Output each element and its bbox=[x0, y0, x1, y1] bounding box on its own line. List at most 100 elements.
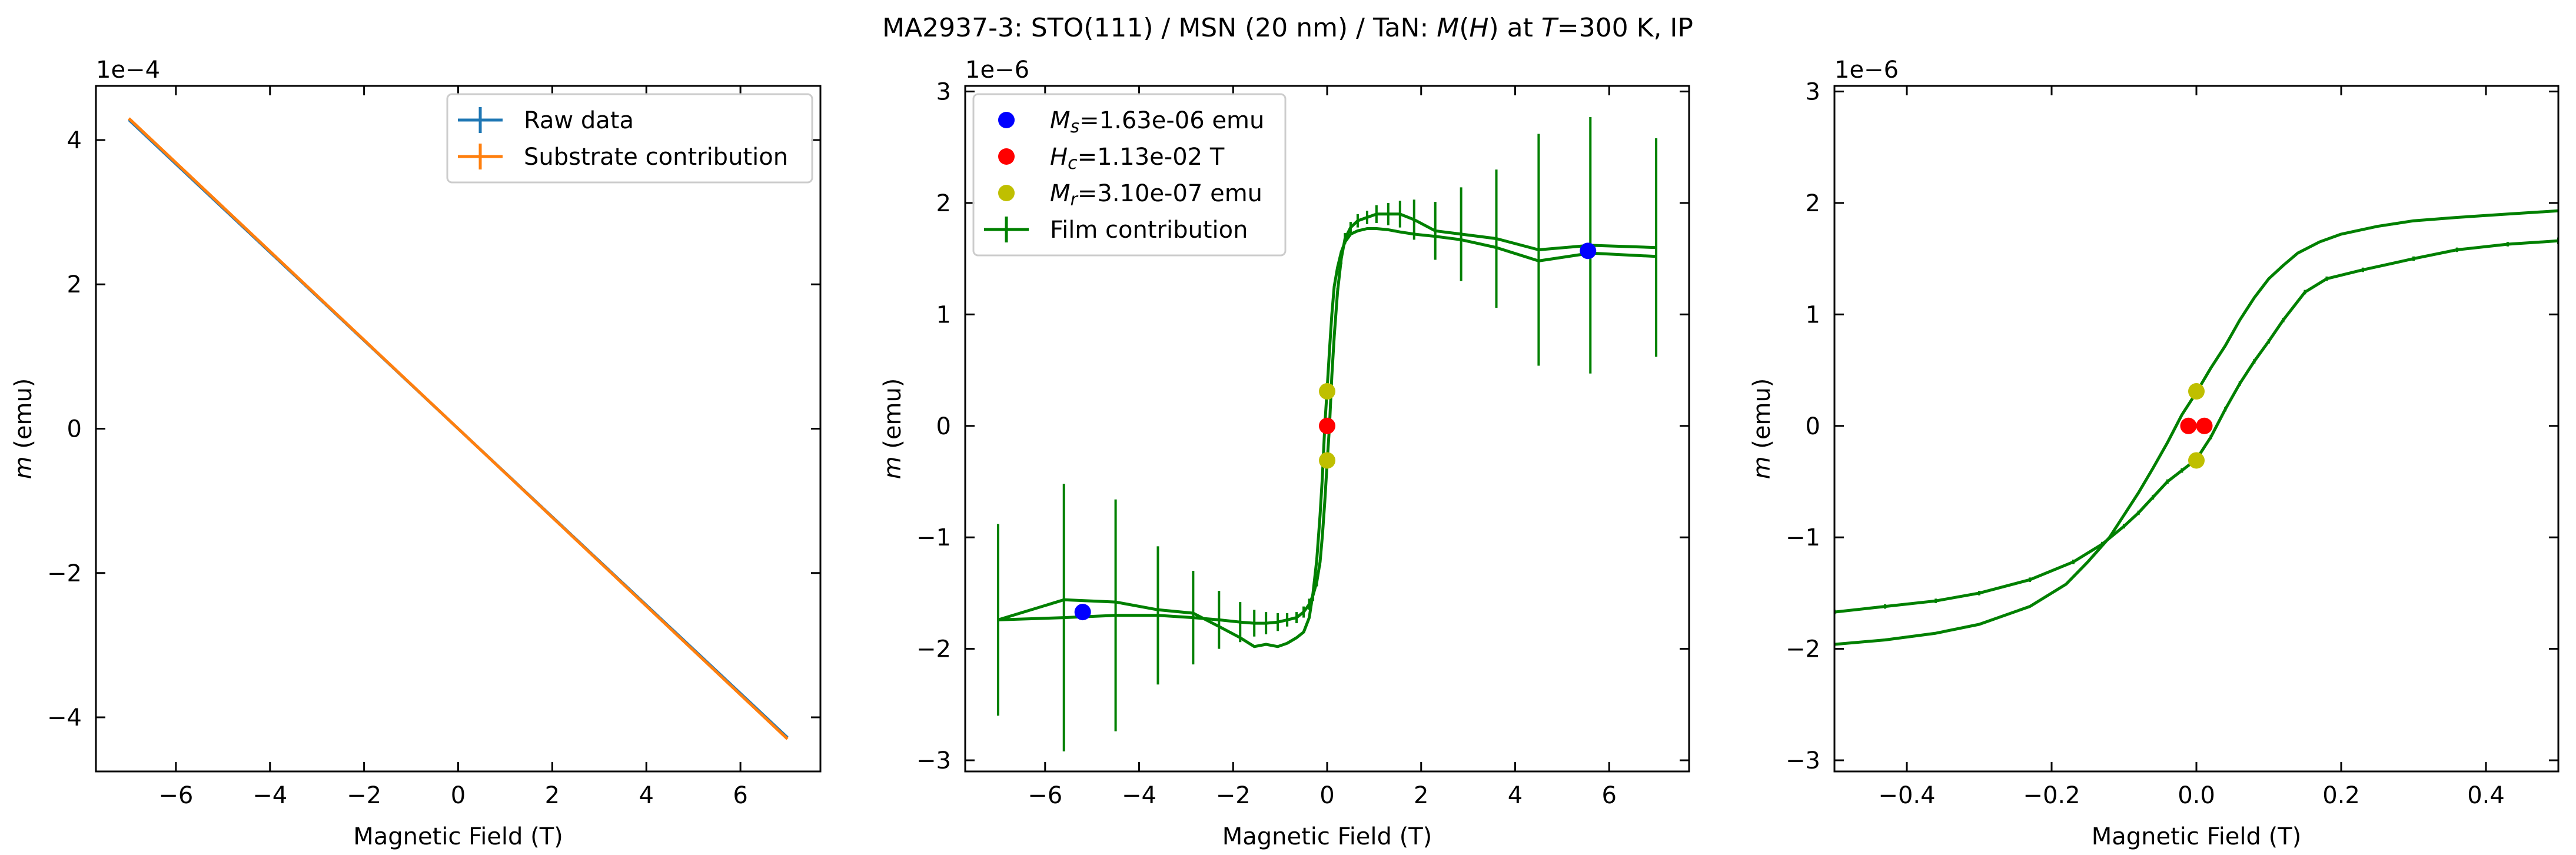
series-line-1 bbox=[1834, 239, 2558, 614]
y-tick-label: 0 bbox=[1806, 413, 1820, 440]
offset-label: 1e−6 bbox=[965, 56, 1029, 84]
x-axis-label: Magnetic Field (T) bbox=[353, 823, 563, 850]
legend-value: =1.13e-02 T bbox=[1078, 144, 1225, 171]
marker-mr bbox=[1319, 452, 1335, 469]
legend-entry-1: Ms=1.63e-06 emu bbox=[998, 107, 1264, 137]
marker-hc bbox=[2180, 417, 2197, 434]
legend: Ms=1.63e-06 emu Hc=1.13e-02 T Mr=3.10e-07 … bbox=[972, 93, 1287, 257]
x-tick-label: 2 bbox=[545, 782, 560, 809]
plot-area bbox=[1834, 209, 2558, 646]
legend-symbol: M bbox=[1050, 180, 1071, 207]
y-tick-label: −3 bbox=[1786, 747, 1820, 774]
legend-frame bbox=[446, 93, 813, 184]
legend-subscript: s bbox=[1071, 117, 1080, 137]
marker-mr bbox=[1319, 383, 1335, 400]
legend-entry-2: Hc=1.13e-02 T bbox=[998, 144, 1225, 174]
y-tick-label: −2 bbox=[47, 560, 82, 587]
panel-3: −0.4 −0.2 0.0 0.2 0.4 −3 −2 −1 0 1 2 3 Magnetic Fiel… bbox=[1749, 56, 2560, 850]
y-axis-label: m (emu) bbox=[1749, 378, 1776, 480]
legend-label: Film contribution bbox=[1050, 217, 1248, 244]
offset-label: 1e−4 bbox=[96, 56, 160, 84]
y-tick-label: 4 bbox=[67, 127, 82, 154]
legend-marker bbox=[998, 148, 1015, 165]
plot-area bbox=[996, 117, 1658, 751]
legend-symbol: H bbox=[1050, 144, 1068, 171]
y-axis-label-symbol: m bbox=[879, 456, 906, 479]
y-tick-label: −3 bbox=[916, 747, 951, 774]
y-tick-label: −1 bbox=[1786, 524, 1820, 551]
x-axis-label: Magnetic Field (T) bbox=[2092, 823, 2302, 850]
panels: −6 −4 −2 0 2 4 6 −4 −2 0 2 4 Magnetic Field (T) m (em… bbox=[10, 56, 2560, 850]
y-axis-label-unit: (emu) bbox=[1749, 378, 1776, 457]
panel-2: −6 −4 −2 0 2 4 6 −3 −2 −1 0 1 2 3 Magnetic Field (T) m … bbox=[879, 56, 1690, 850]
title-part-6: =300 K, IP bbox=[1557, 13, 1693, 43]
plot-area bbox=[128, 117, 789, 740]
legend-label: Ms=1.63e-06 emu bbox=[1050, 107, 1264, 137]
y-axis-label-unit: (emu) bbox=[10, 378, 37, 457]
title-part-4: ) at bbox=[1489, 13, 1541, 43]
x-tick-label: −6 bbox=[158, 782, 193, 809]
legend-value: =1.63e-06 emu bbox=[1079, 107, 1264, 134]
y-axis-label-unit: (emu) bbox=[879, 378, 906, 457]
legend: Raw data Substrate contribution bbox=[446, 93, 813, 184]
legend-marker bbox=[998, 185, 1015, 201]
legend-marker bbox=[998, 112, 1015, 128]
title-part-3: H bbox=[1469, 13, 1488, 43]
marker-hc bbox=[1319, 417, 1335, 434]
x-tick-label: −4 bbox=[1122, 782, 1156, 809]
x-tick-label: 0 bbox=[1319, 782, 1334, 809]
legend-label: Mr=3.10e-07 emu bbox=[1050, 180, 1262, 210]
y-tick-label: 3 bbox=[1806, 78, 1820, 105]
legend-entry-1: Raw data bbox=[458, 107, 634, 134]
x-tick-label: −0.4 bbox=[1878, 782, 1935, 809]
x-tick-label: 4 bbox=[1508, 782, 1523, 809]
marker-mr bbox=[2188, 452, 2205, 469]
y-axis-label-symbol: m bbox=[10, 456, 37, 479]
y-tick-label: −4 bbox=[47, 704, 82, 731]
y-tick-label: 2 bbox=[1806, 190, 1820, 217]
legend-subscript: c bbox=[1068, 153, 1078, 174]
marker-ms bbox=[1074, 604, 1091, 621]
x-axis-label: Magnetic Field (T) bbox=[1222, 823, 1432, 850]
y-tick-label: −2 bbox=[916, 636, 951, 663]
y-tick-label: 2 bbox=[67, 271, 82, 298]
x-tick-label: 6 bbox=[733, 782, 747, 809]
legend-subscript: r bbox=[1071, 189, 1079, 210]
offset-label: 1e−6 bbox=[1834, 56, 1899, 84]
figure-title: MA2937-3: STO(111) / MSN (20 nm) / TaN: … bbox=[882, 13, 1693, 43]
legend-entry-4: Film contribution bbox=[984, 217, 1248, 244]
y-tick-label: 2 bbox=[936, 190, 951, 217]
legend-entry-3: Mr=3.10e-07 emu bbox=[998, 180, 1262, 210]
legend-label: Hc=1.13e-02 T bbox=[1050, 144, 1225, 174]
title-part-2: ( bbox=[1459, 13, 1469, 43]
x-tick-label: 2 bbox=[1414, 782, 1428, 809]
legend-label: Substrate contribution bbox=[524, 144, 788, 171]
legend-label: Raw data bbox=[524, 107, 634, 134]
x-tick-label: 0.4 bbox=[2467, 782, 2505, 809]
y-tick-label: 1 bbox=[1806, 301, 1820, 328]
y-tick-label: 3 bbox=[936, 78, 951, 105]
y-axis-label-symbol: m bbox=[1749, 456, 1776, 479]
marker-hc bbox=[2196, 417, 2213, 434]
x-tick-label: −0.2 bbox=[2023, 782, 2080, 809]
x-tick-label: 6 bbox=[1601, 782, 1616, 809]
x-tick-label: −6 bbox=[1028, 782, 1062, 809]
title-part-1: M bbox=[1437, 13, 1459, 43]
title-part-5: T bbox=[1541, 13, 1559, 43]
x-tick-label: −2 bbox=[347, 782, 381, 809]
x-tick-label: 0.0 bbox=[2178, 782, 2215, 809]
panel-1: −6 −4 −2 0 2 4 6 −4 −2 0 2 4 Magnetic Field (T) m (em… bbox=[10, 56, 822, 850]
x-tick-label: −4 bbox=[252, 782, 287, 809]
series-line-2 bbox=[1834, 209, 2558, 646]
series-line-2 bbox=[128, 117, 789, 740]
y-tick-label: −2 bbox=[1786, 636, 1820, 663]
y-tick-label: −1 bbox=[916, 524, 951, 551]
x-tick-label: 4 bbox=[639, 782, 654, 809]
marker-mr bbox=[2188, 383, 2205, 400]
legend-value: =3.10e-07 emu bbox=[1078, 180, 1262, 207]
legend-entry-2: Substrate contribution bbox=[458, 144, 788, 171]
y-tick-label: 1 bbox=[936, 301, 951, 328]
y-axis-label: m (emu) bbox=[879, 378, 906, 480]
